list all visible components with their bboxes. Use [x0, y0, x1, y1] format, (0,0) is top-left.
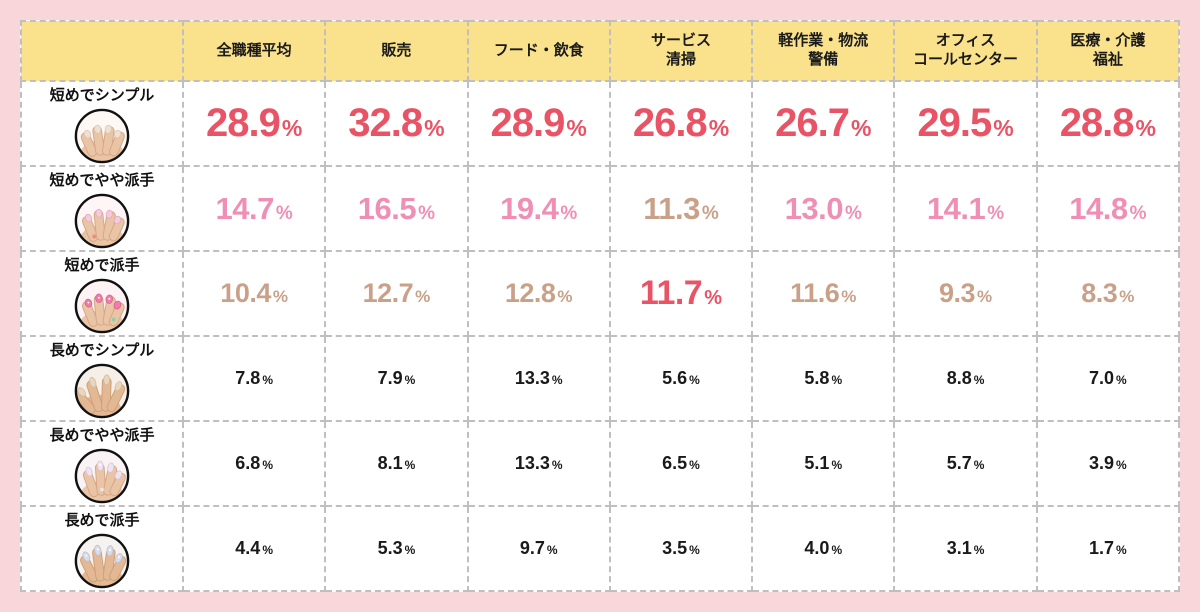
- header-row: 全職種平均 販売 フード・飲食 サービス 清掃 軽作業・物流 警備 オフィス コ…: [20, 20, 1181, 82]
- value-cell: 13.0%: [751, 165, 896, 252]
- value-cell: 29.5%: [893, 80, 1038, 167]
- value-cell: 13.3%: [466, 420, 611, 507]
- value-cell: 9.7%: [466, 505, 611, 592]
- column-header-sales: 販売: [324, 20, 469, 82]
- row-label-cell: 長めでシンプル: [20, 335, 184, 422]
- value-cell: 14.8%: [1035, 165, 1181, 252]
- value-cell: 6.5%: [608, 420, 754, 507]
- value-cell: 8.1%: [324, 420, 469, 507]
- value-cell: 11.7%: [608, 250, 754, 337]
- value-cell: 11.6%: [751, 250, 896, 337]
- row-label-cell: 短めでやや派手: [20, 165, 184, 252]
- row-label: 長めで派手: [64, 512, 140, 529]
- row-label-cell: 短めでシンプル: [20, 80, 184, 167]
- column-header-light-work-logistics: 軽作業・物流 警備: [751, 20, 896, 82]
- table-row: 長めで派手: [20, 505, 1181, 592]
- row-label: 短めでやや派手: [49, 172, 155, 189]
- value-cell: 28.9%: [181, 80, 327, 167]
- value-cell: 12.8%: [466, 250, 611, 337]
- value-cell: 28.8%: [1035, 80, 1181, 167]
- long-slightly-flashy-nails-photo-icon: [73, 447, 131, 505]
- value-cell: 7.9%: [324, 335, 469, 422]
- row-label: 短めで派手: [64, 257, 140, 274]
- value-cell: 5.3%: [324, 505, 469, 592]
- value-cell: 4.4%: [181, 505, 327, 592]
- value-cell: 8.8%: [893, 335, 1038, 422]
- table-row: 短めでシンプル: [20, 80, 1181, 167]
- value-cell: 12.7%: [324, 250, 469, 337]
- column-header-all-occupations: 全職種平均: [181, 20, 327, 82]
- table-row: 短めで派手: [20, 250, 1181, 337]
- column-header-medical-care: 医療・介護 福祉: [1035, 20, 1181, 82]
- value-cell: 14.1%: [893, 165, 1038, 252]
- value-cell: 5.1%: [751, 420, 896, 507]
- column-header-food: フード・飲食: [466, 20, 611, 82]
- short-slightly-flashy-nails-photo-icon: [73, 192, 131, 250]
- value-cell: 1.7%: [1035, 505, 1181, 592]
- value-cell: 5.6%: [608, 335, 754, 422]
- value-cell: 26.8%: [608, 80, 754, 167]
- row-label-cell: 長めでやや派手: [20, 420, 184, 507]
- value-cell: 6.8%: [181, 420, 327, 507]
- corner-cell: [20, 20, 184, 82]
- value-cell: 5.7%: [893, 420, 1038, 507]
- short-flashy-nails-photo-icon: [73, 277, 131, 335]
- table-row: 長めでやや派手: [20, 420, 1181, 507]
- value-cell: 32.8%: [324, 80, 469, 167]
- value-cell: 19.4%: [466, 165, 611, 252]
- value-cell: 7.8%: [181, 335, 327, 422]
- value-cell: 16.5%: [324, 165, 469, 252]
- value-cell: 13.3%: [466, 335, 611, 422]
- value-cell: 8.3%: [1035, 250, 1181, 337]
- row-label: 短めでシンプル: [49, 87, 155, 104]
- column-header-service-cleaning: サービス 清掃: [608, 20, 754, 82]
- row-label: 長めでやや派手: [49, 427, 155, 444]
- row-label-cell: 短めで派手: [20, 250, 184, 337]
- column-header-office-callcenter: オフィス コールセンター: [893, 20, 1038, 82]
- value-cell: 26.7%: [751, 80, 896, 167]
- row-label: 長めでシンプル: [49, 342, 155, 359]
- value-cell: 3.5%: [608, 505, 754, 592]
- value-cell: 9.3%: [893, 250, 1038, 337]
- value-cell: 3.9%: [1035, 420, 1181, 507]
- value-cell: 5.8%: [751, 335, 896, 422]
- long-flashy-nails-photo-icon: [73, 532, 131, 590]
- long-simple-nails-photo-icon: [73, 362, 131, 420]
- value-cell: 10.4%: [181, 250, 327, 337]
- value-cell: 7.0%: [1035, 335, 1181, 422]
- value-cell: 11.3%: [608, 165, 754, 252]
- value-cell: 3.1%: [893, 505, 1038, 592]
- row-label-cell: 長めで派手: [20, 505, 184, 592]
- nail-style-by-occupation-table: 全職種平均 販売 フード・飲食 サービス 清掃 軽作業・物流 警備 オフィス コ…: [20, 20, 1181, 592]
- table-row: 長めでシンプル: [20, 335, 1181, 422]
- short-simple-nails-photo-icon: [73, 107, 131, 165]
- value-cell: 28.9%: [466, 80, 611, 167]
- table-row: 短めでやや派手: [20, 165, 1181, 252]
- value-cell: 14.7%: [181, 165, 327, 252]
- value-cell: 4.0%: [751, 505, 896, 592]
